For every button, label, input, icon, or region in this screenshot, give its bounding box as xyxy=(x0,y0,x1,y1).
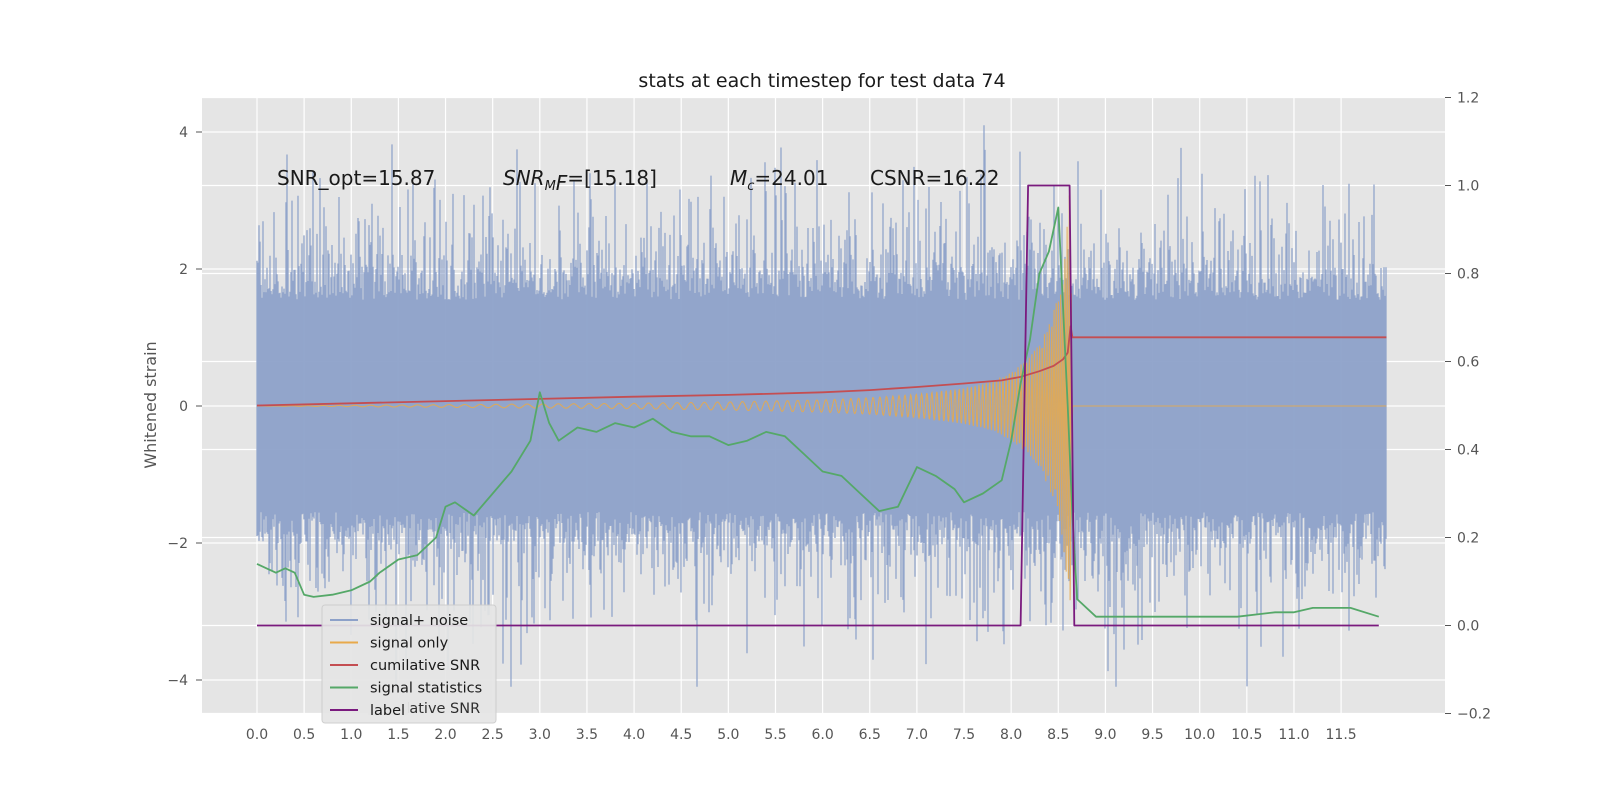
annotation-csnr: CSNR=16.22 xyxy=(870,166,1000,190)
legend-label: label xyxy=(370,703,405,719)
y-tick-label: 2 xyxy=(179,262,188,278)
annotation-snr-mf: SNRMF=[15.18] xyxy=(503,166,657,195)
y-tick-label: −2 xyxy=(167,536,188,552)
x-tick-label: 2.0 xyxy=(434,727,456,743)
y-tick-label: 0 xyxy=(179,399,188,415)
x-tick-label: 6.0 xyxy=(811,727,833,743)
x-tick-label: 7.5 xyxy=(953,727,975,743)
legend-label: signal only xyxy=(370,636,449,652)
x-tick-label: 9.5 xyxy=(1141,727,1163,743)
x-tick-label: 3.5 xyxy=(576,727,598,743)
x-tick-label: 1.5 xyxy=(387,727,409,743)
y-tick-label: 4 xyxy=(179,125,188,141)
chart-title: stats at each timestep for test data 74 xyxy=(638,70,1005,92)
x-tick-label: 10.5 xyxy=(1231,727,1262,743)
y2-tick-label: 0.4 xyxy=(1457,443,1479,459)
x-tick-label: 11.0 xyxy=(1278,727,1309,743)
legend-label: cumilative SNR xyxy=(370,658,480,674)
legend-label: signal+ noise xyxy=(370,613,468,629)
annotation-mc: Mc=24.01 xyxy=(730,166,828,194)
cumilative-snr-line xyxy=(256,325,1387,407)
x-tick-label: 5.5 xyxy=(764,727,786,743)
y2-tick-label: 1.0 xyxy=(1457,179,1479,195)
annotations: SNR_opt=15.87 SNRMF=[15.18] Mc=24.01 CSNR=1… xyxy=(277,166,1000,195)
y-axis-label: Whitened strain xyxy=(141,341,160,468)
line-series xyxy=(256,184,1387,627)
annotation-snr-opt: SNR_opt=15.87 xyxy=(277,166,435,190)
y2-tick-label: 1.2 xyxy=(1457,91,1479,107)
x-tick-label: 5.0 xyxy=(717,727,739,743)
y2-tick-label: 0.0 xyxy=(1457,619,1479,635)
y2-tick-label: 0.2 xyxy=(1457,531,1479,547)
legend-label: signal statistics xyxy=(370,681,482,697)
x-tick-label: 3.0 xyxy=(529,727,551,743)
x-tick-label: 7.0 xyxy=(906,727,928,743)
y-tick-label: −4 xyxy=(167,673,188,689)
x-tick-label: 8.5 xyxy=(1047,727,1069,743)
y2-tick-label: 0.8 xyxy=(1457,267,1479,283)
y2-tick-label: −0.2 xyxy=(1457,707,1491,723)
x-tick-label: 0.5 xyxy=(293,727,315,743)
x-tick-label: 2.5 xyxy=(482,727,504,743)
x-tick-label: 0.0 xyxy=(246,727,268,743)
y2-tick-label: 0.6 xyxy=(1457,355,1479,371)
label-line xyxy=(257,184,1379,627)
x-tick-label: 4.5 xyxy=(670,727,692,743)
signal-only-line xyxy=(257,195,1387,601)
x-tick-label: 9.0 xyxy=(1094,727,1116,743)
x-tick-label: 4.0 xyxy=(623,727,645,743)
legend-label-backdrop xyxy=(368,698,408,715)
x-tick-label: 1.0 xyxy=(340,727,362,743)
x-tick-label: 11.5 xyxy=(1326,727,1357,743)
x-tick-label: 8.0 xyxy=(1000,727,1022,743)
x-tick-label: 10.0 xyxy=(1184,727,1215,743)
axis-ticks: 0.0 0.5 1.0 1.5 2.0 2.5 3.0 3.5 4.0 4.5 5.0 5.5 6.0 6… xyxy=(167,91,1491,744)
legend-box xyxy=(321,604,497,724)
x-tick-label: 6.5 xyxy=(859,727,881,743)
signal-only-series xyxy=(257,195,1387,601)
